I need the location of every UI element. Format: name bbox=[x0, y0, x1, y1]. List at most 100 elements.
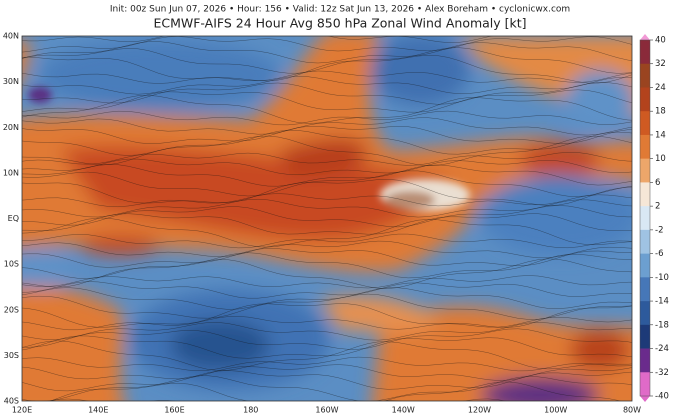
streamline bbox=[22, 41, 632, 64]
colorbar-label: 32 bbox=[655, 59, 666, 69]
lat-label: EQ bbox=[8, 214, 19, 223]
streamline bbox=[22, 117, 632, 136]
colorbar-band bbox=[640, 372, 650, 397]
colorbar-band bbox=[640, 63, 650, 88]
colorbar-band bbox=[640, 206, 650, 231]
colorbar-label: -24 bbox=[655, 344, 669, 354]
lat-label: 10S bbox=[4, 260, 19, 269]
colorbar-band bbox=[640, 324, 650, 349]
streamline bbox=[22, 375, 632, 401]
streamline bbox=[22, 233, 632, 249]
streamline bbox=[22, 135, 632, 167]
streamline bbox=[22, 152, 632, 166]
colorbar-band bbox=[640, 301, 650, 326]
streamline bbox=[22, 340, 632, 371]
colorbar-band bbox=[640, 229, 650, 254]
streamline bbox=[22, 193, 632, 208]
lat-label: 40N bbox=[3, 32, 19, 41]
streamline bbox=[22, 303, 632, 328]
colorbar-label: 6 bbox=[655, 178, 660, 188]
colorbar-band bbox=[640, 182, 650, 207]
streamline bbox=[22, 55, 632, 84]
colorbar-band bbox=[640, 253, 650, 278]
lon-label: 140W bbox=[392, 406, 415, 415]
streamline bbox=[22, 47, 632, 74]
streamline bbox=[22, 275, 632, 289]
streamline bbox=[22, 76, 632, 95]
colorbar-cap bbox=[640, 396, 650, 402]
streamline bbox=[22, 316, 632, 331]
lon-label: 140E bbox=[88, 406, 108, 415]
streamline bbox=[22, 158, 632, 175]
streamline bbox=[49, 381, 622, 401]
colorbar-label: 40 bbox=[655, 36, 666, 46]
map-frame bbox=[21, 35, 633, 402]
lon-label: 120E bbox=[12, 406, 32, 415]
lon-label: 180 bbox=[243, 406, 258, 415]
streamline bbox=[22, 82, 632, 105]
colorbar-label: 14 bbox=[655, 130, 666, 140]
colorbar: 40 32 24 18 14 10 6 2 -2 -6 -10 -14 -18 -24 -32 -40 bbox=[639, 34, 669, 402]
streamline bbox=[22, 281, 632, 299]
streamline bbox=[22, 293, 632, 320]
streamline bbox=[22, 110, 632, 126]
streamline bbox=[22, 356, 632, 372]
lat-label: 10N bbox=[3, 168, 19, 177]
streamline bbox=[22, 36, 566, 43]
streamline bbox=[22, 217, 632, 248]
colorbar-label: -40 bbox=[655, 392, 669, 402]
colorbar-band bbox=[640, 134, 650, 159]
streamline bbox=[22, 89, 632, 113]
colorbar-label: -6 bbox=[655, 249, 663, 259]
streamline bbox=[22, 258, 632, 289]
colorbar-band bbox=[640, 158, 650, 183]
colorbar-label: 18 bbox=[655, 107, 666, 117]
colorbar-label: 10 bbox=[655, 154, 666, 164]
streamline bbox=[22, 179, 632, 206]
streamlines bbox=[22, 36, 632, 401]
streamline bbox=[22, 248, 632, 268]
title: ECMWF-AIFS 24 Hour Avg 850 hPa Zonal Win… bbox=[153, 16, 526, 31]
lon-label: 160W bbox=[315, 406, 338, 415]
streamline bbox=[22, 252, 632, 279]
colorbar-label: 2 bbox=[655, 202, 660, 212]
colorbar-label: -14 bbox=[655, 297, 669, 307]
wind-field bbox=[22, 36, 632, 401]
lon-label: 100W bbox=[544, 406, 567, 415]
lon-label: 120W bbox=[468, 406, 491, 415]
colorbar-label: -2 bbox=[655, 225, 663, 235]
streamline bbox=[22, 328, 632, 350]
colorbar-band bbox=[640, 111, 650, 136]
streamline bbox=[22, 322, 632, 341]
colorbar-frame bbox=[639, 39, 651, 397]
colorbar-band bbox=[640, 87, 650, 112]
colorbar-label: -32 bbox=[655, 368, 669, 378]
streamline bbox=[22, 164, 632, 187]
lat-label: 20N bbox=[3, 123, 19, 132]
colorbar-label: -10 bbox=[655, 273, 669, 283]
lon-label: 80W bbox=[623, 406, 641, 415]
streamline bbox=[22, 95, 632, 124]
lat-label: 20S bbox=[4, 305, 19, 314]
lat-label: 40S bbox=[4, 397, 19, 406]
streamline bbox=[22, 287, 632, 310]
colorbar-label: -18 bbox=[655, 320, 669, 330]
colorbar-band bbox=[640, 348, 650, 373]
streamline bbox=[22, 170, 632, 197]
streamline bbox=[22, 370, 632, 392]
colorbar-band bbox=[640, 277, 650, 302]
streamline bbox=[22, 70, 632, 84]
colorbar-label: 24 bbox=[655, 83, 666, 93]
streamline bbox=[22, 126, 632, 144]
lat-label: 30S bbox=[4, 351, 19, 360]
lat-label: 30N bbox=[3, 77, 19, 86]
colorbar-band bbox=[640, 40, 650, 65]
streamline bbox=[22, 129, 632, 156]
streamline bbox=[22, 213, 632, 235]
streamline bbox=[22, 240, 632, 259]
info-line: Init: 00z Sun Jun 07, 2026 • Hour: 156 •… bbox=[110, 5, 570, 15]
lon-label: 160E bbox=[164, 406, 184, 415]
colorbar-cap bbox=[640, 34, 650, 40]
